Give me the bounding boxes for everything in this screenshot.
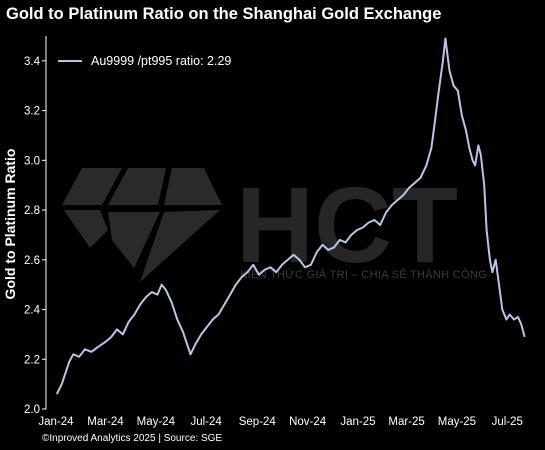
watermark-tagline: KIẾN THỨC GIÁ TRỊ – CHIA SẺ THÀNH CÔNG — [240, 268, 487, 281]
watermark: HCT KIẾN THỨC GIÁ TRỊ – CHIA SẺ THÀNH CÔ… — [62, 164, 487, 285]
x-tick-label: Sep-24 — [239, 416, 277, 428]
x-axis-ticks: Jan-24 Mar-24 May-24 Jul-24 Sep-24 Nov-24 Jan-… — [38, 416, 523, 428]
x-tick-label: Jul-25 — [492, 416, 523, 428]
y-tick-label: 3.4 — [24, 56, 41, 68]
y-tick-label: 2.6 — [24, 255, 40, 267]
legend-label: Au9999 /pt995 ratio: 2.29 — [91, 54, 231, 68]
x-tick-label: May-25 — [438, 416, 476, 428]
x-tick-label: Nov-24 — [289, 416, 327, 428]
y-tick-label: 3.0 — [24, 155, 40, 167]
y-tick-label: 2.2 — [24, 354, 40, 366]
y-tick-label: 2.8 — [24, 205, 40, 217]
x-tick-label: Jan-24 — [38, 416, 74, 428]
y-axis-ticks: 2.0 2.2 2.4 2.6 2.8 3.0 3.2 3.4 — [24, 56, 46, 416]
x-tick-label: Mar-25 — [388, 416, 424, 428]
chart-title: Gold to Platinum Ratio on the Shanghai G… — [6, 5, 442, 23]
x-tick-label: Jul-24 — [190, 416, 222, 428]
x-tick-label: May-24 — [137, 416, 176, 428]
y-tick-label: 2.0 — [24, 404, 40, 416]
watermark-brand: HCT — [236, 164, 458, 285]
footer-source: ©Inproved Analytics 2025 | Source: SGE — [42, 433, 223, 444]
y-tick-label: 2.4 — [24, 305, 41, 317]
y-tick-label: 3.2 — [24, 106, 40, 118]
x-tick-label: Mar-24 — [87, 416, 124, 428]
series-group — [55, 37, 526, 395]
y-axis-label: Gold to Platinum Ratio — [2, 149, 18, 300]
legend: Au9999 /pt995 ratio: 2.29 — [58, 54, 231, 68]
series-line — [55, 37, 526, 395]
x-tick-label: Jan-25 — [340, 416, 375, 428]
watermark-logo-icon — [62, 168, 222, 282]
